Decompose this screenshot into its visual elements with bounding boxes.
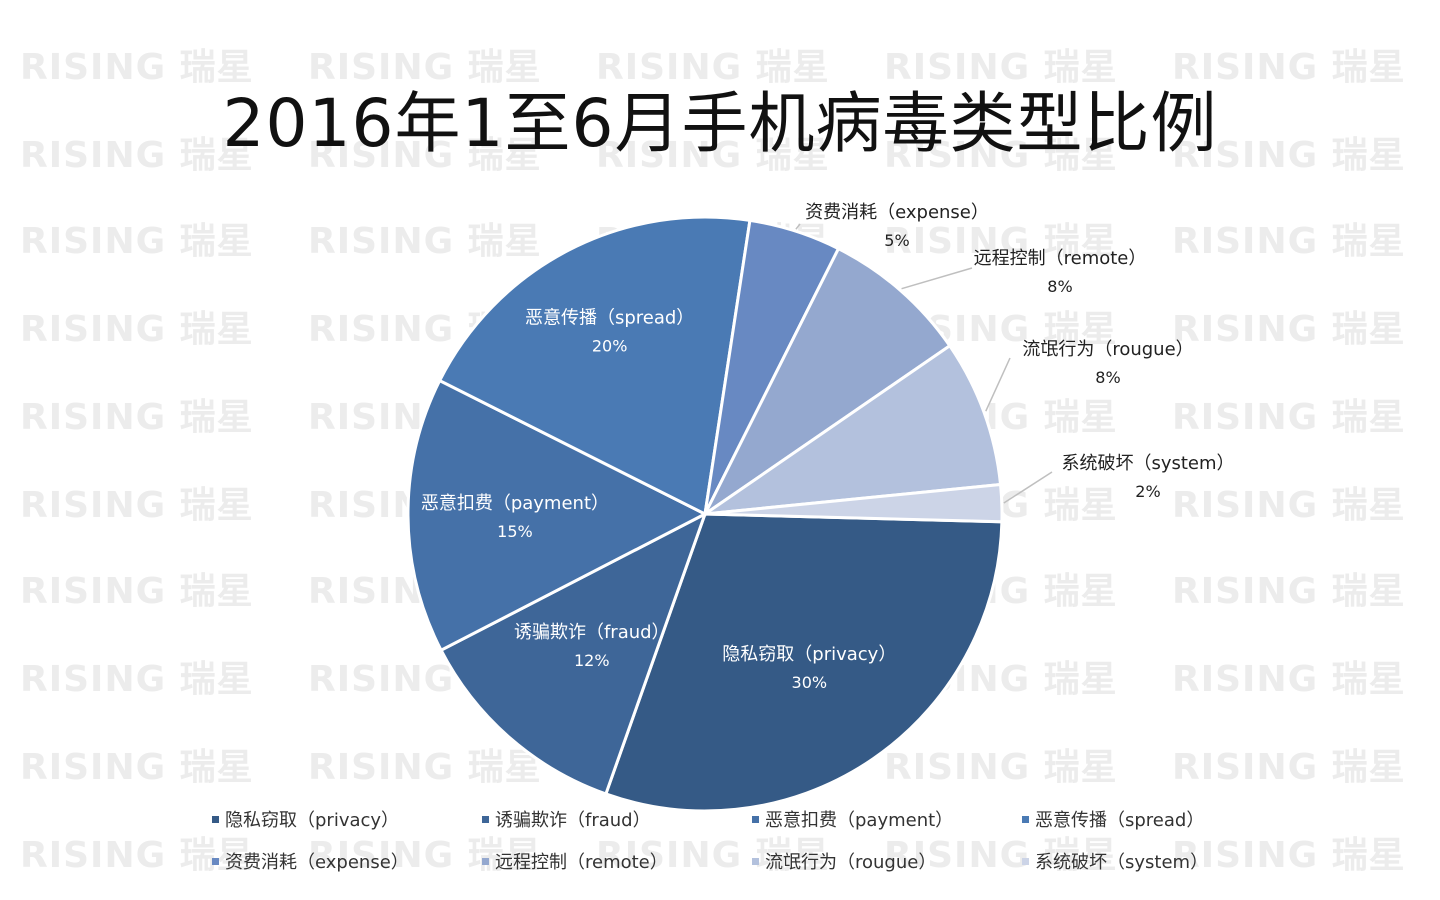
legend-label: 诱骗欺诈（fraud） xyxy=(495,810,651,831)
legend: 隐私窃取（privacy） 诱骗欺诈（fraud） 恶意扣费（payment） 恶意传… xyxy=(212,806,1302,874)
legend-item: 系统破坏（system） xyxy=(1022,848,1292,874)
watermark-text: RISING 瑞星 xyxy=(596,135,830,176)
slice-label-value: 30% xyxy=(792,673,828,692)
watermark-row: RISING 瑞星 RISING 瑞星 RISING 瑞星 RISING 瑞星 RISI… xyxy=(20,826,1440,878)
watermark-text: RISING 瑞星 xyxy=(20,221,254,262)
legend-item: 恶意传播（spread） xyxy=(1022,806,1292,832)
leader-line xyxy=(985,357,1011,412)
watermark-text: RISING 瑞星 xyxy=(20,309,254,350)
pie-slice xyxy=(439,510,708,796)
slice-label-name: 资费消耗（expense） xyxy=(805,202,989,223)
legend-item: 诱骗欺诈（fraud） xyxy=(482,806,752,832)
legend-swatch xyxy=(482,815,489,823)
legend-label: 系统破坏（system） xyxy=(1035,852,1209,873)
pie-slice xyxy=(406,378,709,653)
legend-swatch xyxy=(1022,815,1029,823)
slice-label-name: 诱骗欺诈（fraud） xyxy=(514,622,670,643)
slice-label-name: 系统破坏（system） xyxy=(1061,453,1234,474)
watermark-text: RISING 瑞星 xyxy=(596,835,830,876)
pie-slice xyxy=(704,482,1004,524)
leader-line xyxy=(1003,471,1053,504)
watermark-text: RISING 瑞星 xyxy=(1172,747,1406,788)
legend-item: 隐私窃取（privacy） xyxy=(212,806,482,832)
watermark-text: RISING 瑞星 xyxy=(20,835,254,876)
watermark-text: RISING 瑞星 xyxy=(884,135,1118,176)
legend-label: 流氓行为（rougue） xyxy=(765,852,937,873)
legend-label: 资费消耗（expense） xyxy=(225,852,409,873)
watermark-text: RISING 瑞星 xyxy=(1172,835,1406,876)
chart-title: 2016年1至6月手机病毒类型比例 xyxy=(222,85,1218,162)
watermark-text: RISING 瑞星 xyxy=(884,221,1118,262)
watermark-text: RISING 瑞星 xyxy=(308,47,542,88)
legend-item: 恶意扣费（payment） xyxy=(752,806,1022,832)
watermark-row: RISING 瑞星 RISING 瑞星 RISING 瑞星 RISING 瑞星 RISI… xyxy=(20,38,1440,90)
watermark-text: RISING 瑞星 xyxy=(1172,135,1406,176)
watermark-row: RISING 瑞星 RISING 瑞星 RISING 瑞星 RISING 瑞星 RISI… xyxy=(20,126,1440,178)
watermark-text: RISING 瑞星 xyxy=(884,747,1118,788)
slice-label-name: 隐私窃取（privacy） xyxy=(722,644,896,665)
watermark-text: RISING 瑞星 xyxy=(308,221,542,262)
watermark-text: RISING 瑞星 xyxy=(20,135,254,176)
legend-label: 恶意扣费（payment） xyxy=(765,810,954,831)
legend-swatch xyxy=(482,857,489,865)
watermark-text: RISING 瑞星 xyxy=(1172,659,1406,700)
watermark-text: RISING 瑞星 xyxy=(1172,47,1406,88)
leader-line xyxy=(901,267,973,290)
watermark-text: RISING 瑞星 xyxy=(1172,571,1406,612)
slice-label-name: 恶意传播（spread） xyxy=(525,307,694,328)
watermark-text: RISING 瑞星 xyxy=(20,747,254,788)
watermark-text: RISING 瑞星 xyxy=(20,47,254,88)
pie-slice xyxy=(437,215,752,517)
slice-label-name: 远程控制（remote） xyxy=(974,248,1147,269)
watermark-text: RISING 瑞星 xyxy=(1172,485,1406,526)
watermark-text: RISING 瑞星 xyxy=(1172,309,1406,350)
watermark-text: RISING 瑞星 xyxy=(308,747,542,788)
watermark-text: RISING 瑞星 xyxy=(596,47,830,88)
legend-item: 流氓行为（rougue） xyxy=(752,848,1022,874)
legend-item: 远程控制（remote） xyxy=(482,848,752,874)
watermark-text: RISING 瑞星 xyxy=(1172,397,1406,438)
watermark-text: RISING 瑞星 xyxy=(20,397,254,438)
legend-item: 资费消耗（expense） xyxy=(212,848,482,874)
watermark-text: RISING 瑞星 xyxy=(884,835,1118,876)
legend-label: 远程控制（remote） xyxy=(495,852,668,873)
legend-swatch xyxy=(212,857,219,865)
watermark-text: RISING 瑞星 xyxy=(1172,221,1406,262)
watermark-text: RISING 瑞星 xyxy=(20,659,254,700)
legend-label: 恶意传播（spread） xyxy=(1035,810,1205,831)
watermark-text: RISING 瑞星 xyxy=(308,135,542,176)
slice-label-value: 5% xyxy=(884,231,909,250)
slice-label-value: 8% xyxy=(1047,277,1072,296)
slice-label-value: 8% xyxy=(1095,368,1120,387)
legend-swatch xyxy=(752,857,759,865)
watermark-text: RISING 瑞星 xyxy=(884,47,1118,88)
legend-label: 隐私窃取（privacy） xyxy=(225,810,400,831)
watermark-text: RISING 瑞星 xyxy=(20,485,254,526)
slice-label-name: 恶意扣费（payment） xyxy=(421,493,609,514)
pie-slice xyxy=(703,246,952,516)
pie-slice xyxy=(603,512,1004,813)
slice-label-value: 12% xyxy=(574,651,610,670)
slice-label-name: 流氓行为（rougue） xyxy=(1022,339,1193,360)
leader-line xyxy=(795,223,801,230)
legend-swatch xyxy=(212,815,219,823)
watermark-text: RISING 瑞星 xyxy=(20,571,254,612)
legend-swatch xyxy=(1022,857,1029,865)
pie-slice xyxy=(704,343,1003,516)
watermark-text: RISING 瑞星 xyxy=(308,835,542,876)
slice-label-value: 2% xyxy=(1135,482,1160,501)
slice-label-value: 20% xyxy=(592,336,628,355)
legend-swatch xyxy=(752,815,759,823)
slice-label-value: 15% xyxy=(497,522,533,541)
